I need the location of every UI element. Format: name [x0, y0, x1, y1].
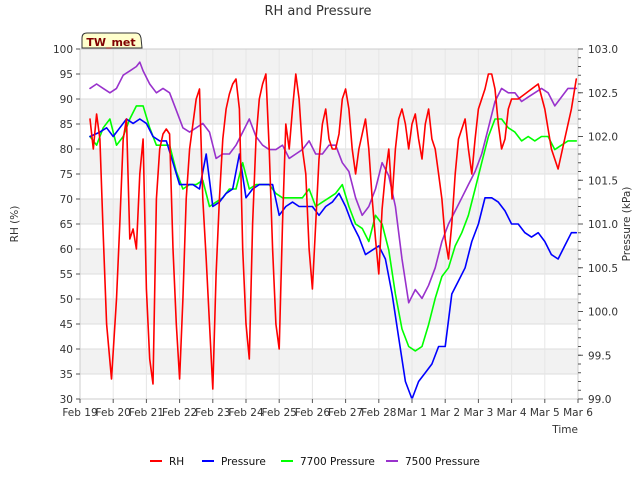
y-right-tick-label: 99.5	[588, 350, 611, 362]
x-tick-label: Feb 25	[262, 407, 297, 419]
y-right-tick-label: 100.0	[588, 307, 618, 319]
y-left-tick-label: 40	[60, 344, 73, 356]
y-left-tick-label: 30	[60, 394, 73, 406]
series-line-pressure	[89, 118, 578, 400]
y-left-tick-label: 90	[60, 94, 73, 106]
x-tick-label: Feb 27	[328, 407, 363, 419]
y-right-tick-label: 103.0	[588, 44, 618, 56]
site-label: TW_met	[86, 36, 135, 49]
y-left-tick-label: 100	[53, 44, 73, 56]
legend-label-pressure: Pressure	[221, 456, 266, 468]
y-left-tick-label: 70	[60, 194, 73, 206]
y-right-tick-label: 101.5	[588, 175, 618, 187]
y-right-tick-label: 99.0	[588, 394, 611, 406]
legend-label-7700-pressure: 7700 Pressure	[300, 456, 375, 468]
y-axis-left-title: RH (%)	[9, 206, 21, 243]
x-axis-title: Time	[551, 424, 578, 436]
plot-band	[80, 299, 578, 324]
x-tick-label: Mar 3	[463, 407, 493, 419]
y-left-tick-label: 65	[60, 219, 73, 231]
x-tick-label: Feb 22	[162, 407, 197, 419]
x-tick-label: Mar 1	[397, 407, 427, 419]
y-left-tick-label: 75	[60, 169, 73, 181]
y-right-tick-label: 102.5	[588, 88, 618, 100]
x-tick-label: Mar 6	[563, 407, 593, 419]
y-left-tick-label: 35	[60, 369, 73, 381]
chart-title: RH and Pressure	[264, 4, 371, 19]
y-axis-right-ticks: 99.0 99.5 100.0 100.5 101.0 101.5 102.0 102.5 10…	[578, 44, 618, 406]
series-layer	[89, 61, 578, 400]
plot-band	[80, 199, 578, 224]
y-left-tick-label: 45	[60, 319, 73, 331]
plot-band	[80, 149, 578, 174]
x-tick-label: Feb 23	[195, 407, 230, 419]
x-tick-label: Mar 5	[530, 407, 560, 419]
x-tick-label: Mar 2	[430, 407, 460, 419]
x-tick-label: Feb 26	[295, 407, 331, 419]
y-left-tick-label: 80	[60, 144, 73, 156]
y-right-tick-label: 102.0	[588, 132, 618, 144]
legend-label-rh: RH	[169, 456, 184, 468]
plot-band	[80, 249, 578, 274]
y-left-tick-label: 55	[60, 269, 73, 281]
x-tick-label: Feb 19	[62, 407, 97, 419]
y-left-tick-label: 60	[60, 244, 73, 256]
x-tick-label: Mar 4	[497, 407, 527, 419]
legend-label-7500-pressure: 7500 Pressure	[405, 456, 480, 468]
y-right-tick-label: 100.5	[588, 263, 618, 275]
y-axis-left-ticks: 30 35 40 45 50 55 60 65 70 75 80 85 90 95 100	[53, 44, 80, 406]
y-left-tick-label: 85	[60, 119, 73, 131]
series-line-7500-pressure	[89, 61, 578, 304]
x-tick-label: Feb 20	[96, 407, 131, 419]
x-tick-label: Feb 28	[361, 407, 396, 419]
y-right-tick-label: 101.0	[588, 219, 618, 231]
x-tick-label: Feb 24	[228, 407, 264, 419]
plot-band	[80, 349, 578, 374]
y-axis-right-title: Pressure (kPa)	[621, 187, 633, 262]
site-label-badge: TW_met	[81, 32, 143, 49]
x-tick-label: Feb 21	[129, 407, 164, 419]
series-line-rh	[89, 73, 578, 390]
legend: RH Pressure 7700 Pressure 7500 Pressure	[150, 456, 480, 468]
plot-band	[80, 49, 578, 74]
y-left-tick-label: 95	[60, 69, 73, 81]
y-left-tick-label: 50	[60, 294, 73, 306]
